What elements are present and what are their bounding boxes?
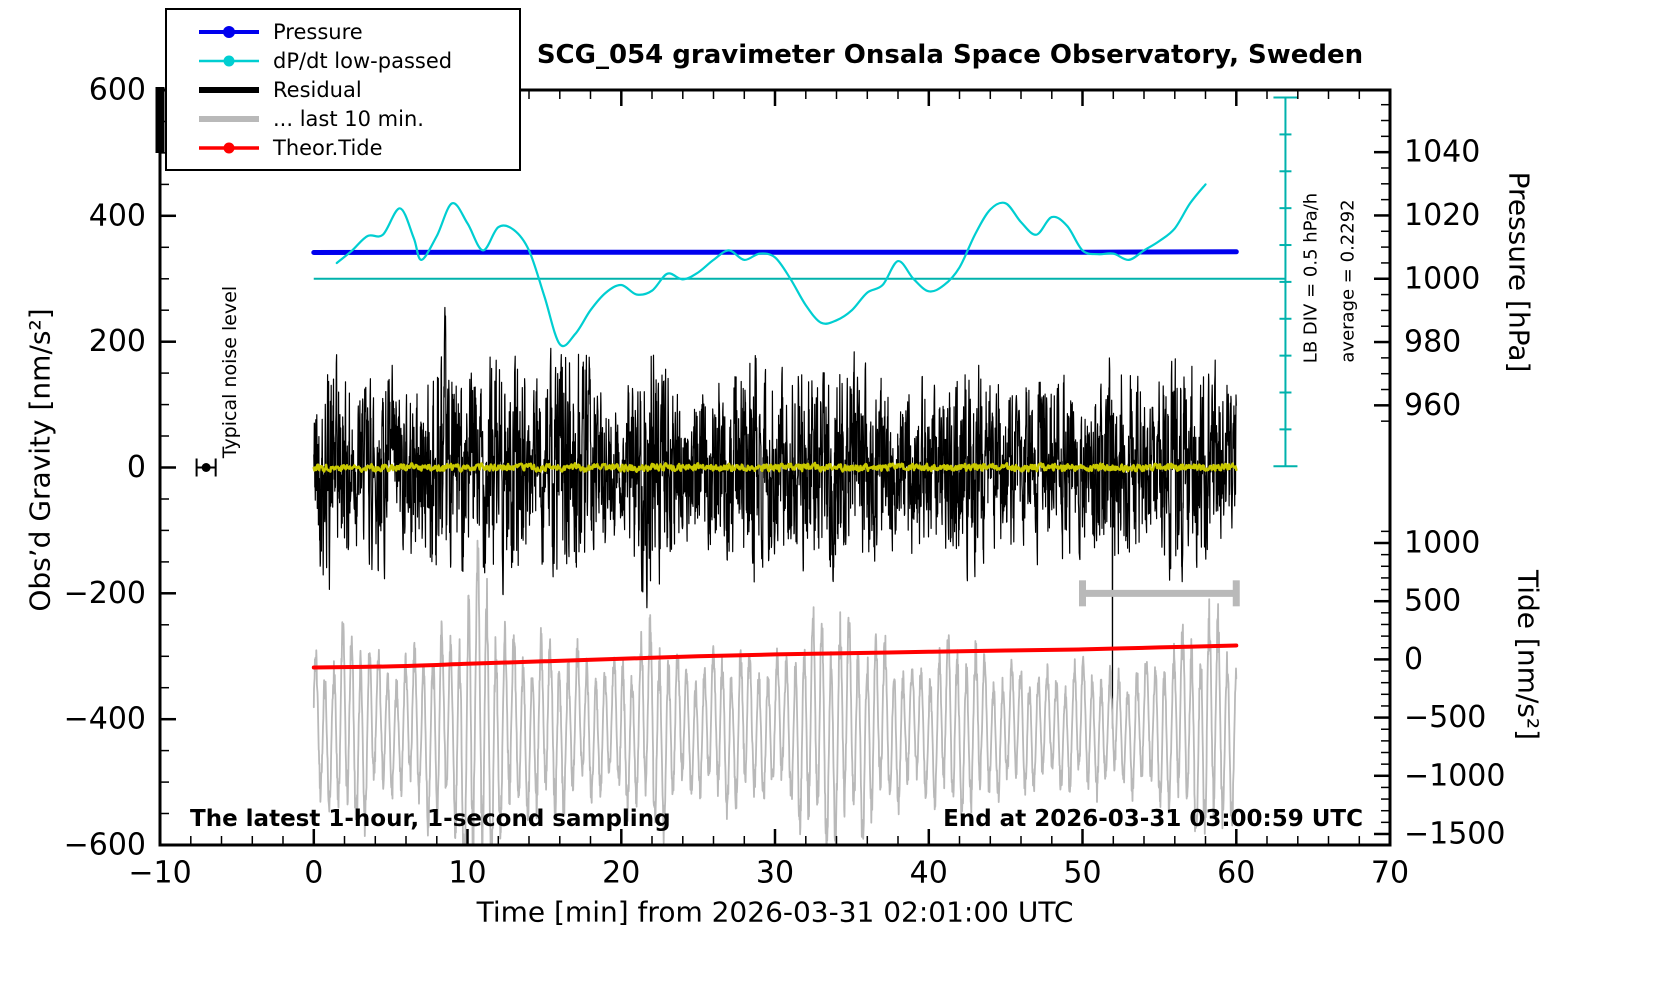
series-pressure — [311, 249, 1239, 255]
legend-label-theor-tide: Theor.Tide — [273, 135, 383, 160]
pressure-tick-label: 1000 — [1404, 261, 1480, 296]
series-residual — [313, 306, 1237, 730]
plot-axes-layer: −10 0 10 20 30 40 50 60 70−600−400−2000200400600… — [64, 73, 1506, 891]
legend-label-last10min: ... last 10 min. — [273, 106, 424, 131]
noise-level-label: Typical noise level — [219, 285, 241, 459]
x-tick-label: 20 — [602, 856, 640, 891]
footer-sampling-note: The latest 1-hour, 1-second sampling — [190, 806, 671, 832]
chart-title: SCG_054 gravimeter Onsala Space Observat… — [536, 40, 1364, 70]
legend-sample-pressure — [199, 25, 259, 38]
y-left-tick-label: 200 — [89, 324, 146, 359]
legend-item-last10min: ... last 10 min. — [197, 104, 519, 133]
legend: Pressure dP/dt low-passed Residual ... l… — [165, 8, 521, 171]
legend-label-pressure: Pressure — [273, 19, 363, 44]
legend-label-dpdt: dP/dt low-passed — [273, 48, 453, 73]
series-dpdt-lowpassed — [335, 183, 1207, 348]
legend-sample-theor-tide — [199, 142, 259, 153]
legend-item-residual: Residual — [197, 75, 519, 104]
x-tick-label: 10 — [448, 856, 486, 891]
tide-tick-label: 500 — [1404, 584, 1461, 619]
x-tick-label: −10 — [128, 856, 191, 891]
y-left-tick-label: −600 — [64, 828, 146, 863]
y-left-axis-label: Obs’d Gravity [nm/s²] — [23, 308, 57, 612]
legend-item-dpdt: dP/dt low-passed — [197, 46, 519, 75]
y-left-tick-label: −200 — [64, 576, 146, 611]
noise-level-marker-dot — [201, 463, 211, 472]
series-theor-tide — [311, 643, 1239, 670]
series-last-10-min — [312, 539, 1238, 845]
legend-sample-residual — [199, 86, 259, 93]
lb-div-label: LB DIV = 0.5 hPa/h — [1300, 192, 1322, 364]
tide-tick-label: 1000 — [1404, 526, 1480, 561]
y-left-tick-label: 400 — [89, 198, 146, 233]
legend-item-pressure: Pressure — [197, 17, 519, 46]
legend-label-residual: Residual — [273, 77, 362, 102]
average-label: average = 0.2292 — [1337, 199, 1359, 363]
legend-sample-last10min — [199, 115, 259, 122]
pressure-tick-label: 980 — [1404, 325, 1461, 360]
x-tick-label: 70 — [1371, 856, 1409, 891]
x-tick-label: 50 — [1063, 856, 1101, 891]
x-tick-label: 40 — [910, 856, 948, 891]
pressure-axis-label: Pressure [hPa] — [1502, 171, 1536, 373]
pressure-tick-label: 1040 — [1404, 135, 1480, 170]
x-axis-label: Time [min] from 2026-03-31 02:01:00 UTC — [476, 895, 1074, 929]
x-tick-label: 60 — [1217, 856, 1255, 891]
legend-marker-theor-tide — [223, 142, 235, 153]
y-left-tick-label: −400 — [64, 702, 146, 737]
tide-axis-label: Tide [nm/s²] — [1511, 569, 1545, 741]
tide-tick-label: −1500 — [1404, 816, 1505, 851]
legend-marker-pressure — [223, 25, 235, 38]
y-left-tick-label: 0 — [127, 450, 146, 485]
legend-marker-dpdt — [223, 55, 235, 66]
pressure-tick-label: 960 — [1404, 388, 1461, 423]
legend-sample-dpdt — [199, 55, 259, 66]
x-tick-label: 30 — [756, 856, 794, 891]
legend-item-theor-tide: Theor.Tide — [197, 133, 519, 162]
plot-series-layer — [311, 183, 1239, 845]
footer-end-time: End at 2026-03-31 03:00:59 UTC — [943, 806, 1363, 832]
x-tick-label: 0 — [304, 856, 323, 891]
tide-tick-label: −500 — [1404, 700, 1486, 735]
plot-background-layer — [313, 96, 1298, 468]
pressure-tick-label: 1020 — [1404, 198, 1480, 233]
series-residual-lowpass — [312, 461, 1238, 473]
y-left-tick-label: 600 — [89, 73, 146, 108]
tide-tick-label: −1000 — [1404, 758, 1505, 793]
tide-tick-label: 0 — [1404, 642, 1423, 677]
